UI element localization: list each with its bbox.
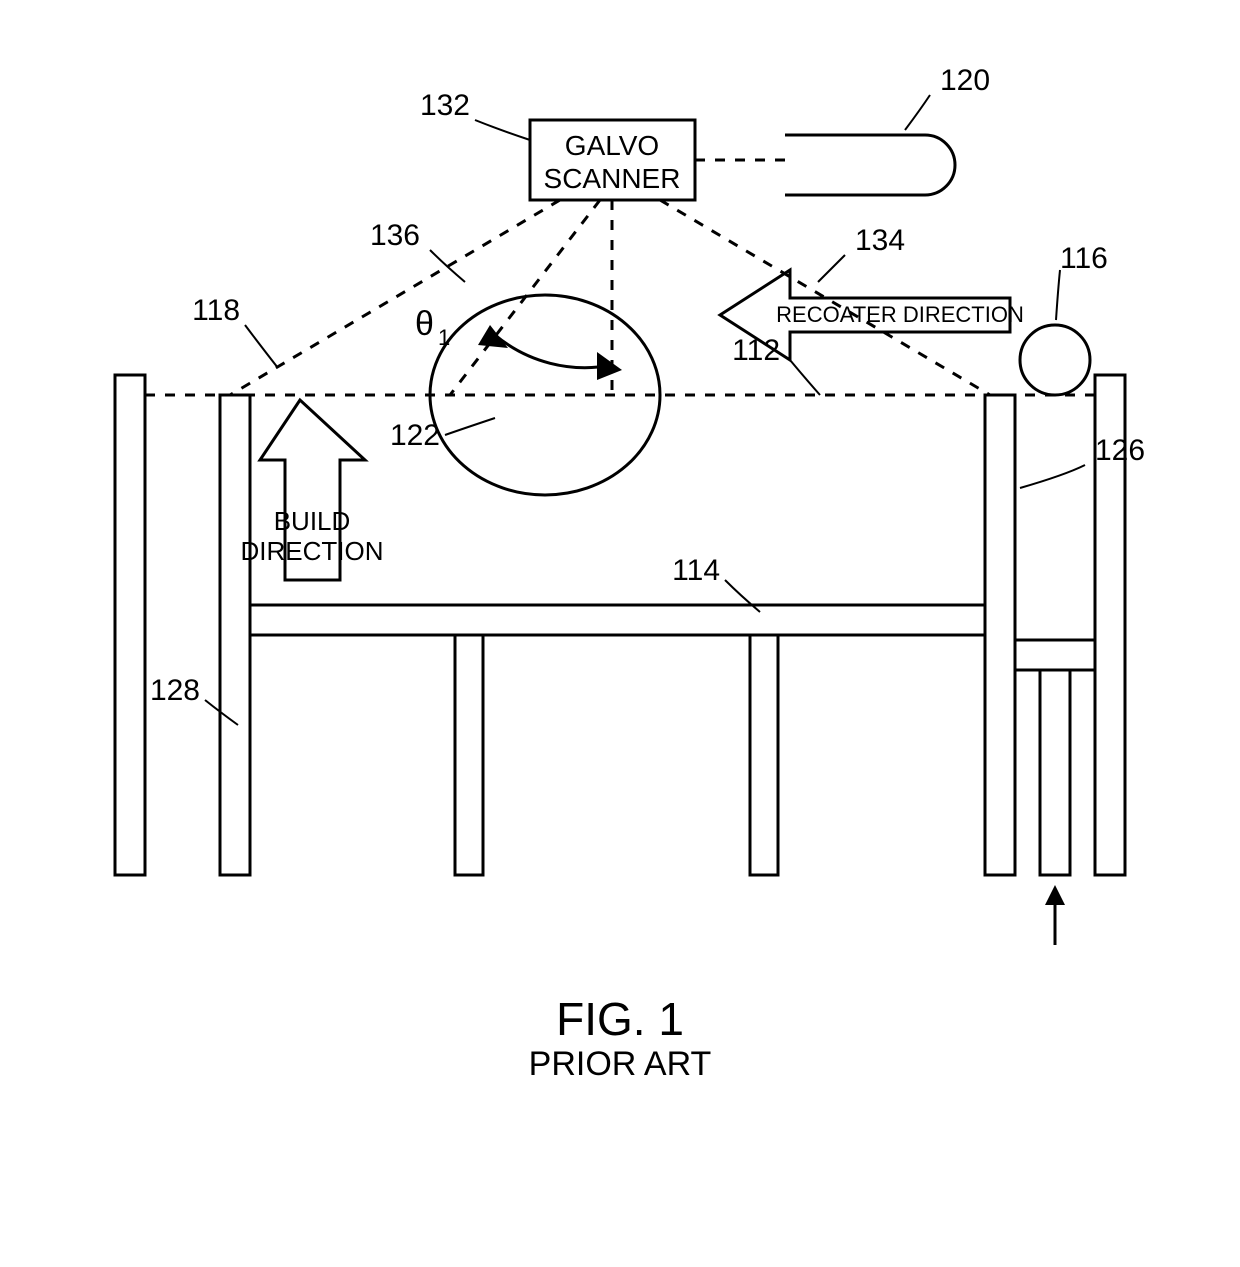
build-wall-right	[985, 395, 1015, 875]
build-dir-text2: DIRECTION	[241, 536, 384, 566]
build-wall-left	[220, 395, 250, 875]
feed-piston	[1015, 640, 1095, 875]
figure-caption-1: FIG. 1	[556, 993, 684, 1045]
ref-122: 122	[390, 419, 440, 452]
diagram-root: GALVO SCANNER θ 1 BUILD DIRECTION RECOAT…	[0, 0, 1240, 1267]
ref-114: 114	[672, 554, 720, 587]
build-plate	[250, 605, 985, 635]
laser-source	[785, 135, 955, 195]
ref-128: 128	[150, 674, 200, 707]
theta-symbol: θ	[415, 305, 434, 343]
build-direction-arrow: BUILD DIRECTION	[241, 400, 384, 580]
ref-116: 116	[1060, 242, 1108, 275]
ref-118: 118	[192, 294, 240, 327]
ref-126: 126	[1095, 434, 1145, 467]
laser-paths	[145, 160, 1095, 395]
build-dir-text1: BUILD	[274, 506, 351, 536]
ref-112: 112	[732, 334, 780, 367]
piston-legs	[455, 635, 778, 875]
galvo-text-1: GALVO	[565, 130, 659, 161]
angle-arc	[478, 325, 622, 380]
theta-subscript: 1	[438, 325, 450, 350]
ref-134: 134	[855, 224, 905, 257]
ref-136: 136	[370, 219, 420, 252]
galvo-scanner: GALVO SCANNER	[530, 120, 695, 200]
galvo-text-2: SCANNER	[544, 163, 681, 194]
recoater-text: RECOATER DIRECTION	[776, 302, 1024, 327]
recoater-roller	[1020, 325, 1090, 395]
ref-120: 120	[940, 64, 990, 97]
feed-arrow	[1045, 885, 1065, 945]
outer-wall-left	[115, 375, 145, 875]
ref-132: 132	[420, 89, 470, 122]
figure-caption-2: PRIOR ART	[529, 1045, 712, 1083]
